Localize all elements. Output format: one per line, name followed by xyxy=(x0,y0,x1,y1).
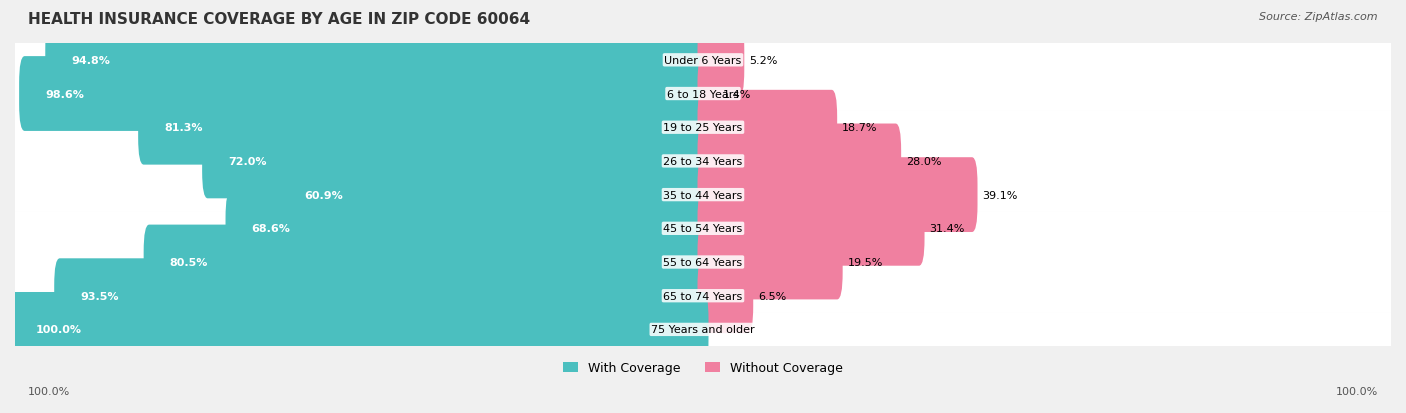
FancyBboxPatch shape xyxy=(15,279,1391,313)
Text: 93.5%: 93.5% xyxy=(80,291,120,301)
Text: Under 6 Years: Under 6 Years xyxy=(665,56,741,66)
FancyBboxPatch shape xyxy=(138,90,709,165)
FancyBboxPatch shape xyxy=(225,192,709,266)
FancyBboxPatch shape xyxy=(697,124,901,199)
FancyBboxPatch shape xyxy=(15,145,1391,179)
FancyBboxPatch shape xyxy=(15,245,1391,280)
Text: 28.0%: 28.0% xyxy=(905,157,942,166)
FancyBboxPatch shape xyxy=(697,90,837,165)
Text: 98.6%: 98.6% xyxy=(45,89,84,99)
FancyBboxPatch shape xyxy=(697,24,744,98)
Text: 5.2%: 5.2% xyxy=(749,56,778,66)
FancyBboxPatch shape xyxy=(20,57,709,132)
Text: 31.4%: 31.4% xyxy=(929,224,965,234)
FancyBboxPatch shape xyxy=(697,158,977,233)
Text: 100.0%: 100.0% xyxy=(35,325,82,335)
Text: 94.8%: 94.8% xyxy=(72,56,110,66)
Text: 35 to 44 Years: 35 to 44 Years xyxy=(664,190,742,200)
FancyBboxPatch shape xyxy=(697,225,842,300)
FancyBboxPatch shape xyxy=(15,43,1391,78)
FancyBboxPatch shape xyxy=(143,225,709,300)
Text: 81.3%: 81.3% xyxy=(165,123,202,133)
FancyBboxPatch shape xyxy=(45,24,709,98)
FancyBboxPatch shape xyxy=(15,178,1391,212)
Text: 55 to 64 Years: 55 to 64 Years xyxy=(664,257,742,267)
FancyBboxPatch shape xyxy=(697,192,925,266)
FancyBboxPatch shape xyxy=(15,111,1391,145)
FancyBboxPatch shape xyxy=(278,158,709,233)
Text: 6.5%: 6.5% xyxy=(758,291,786,301)
Text: 80.5%: 80.5% xyxy=(170,257,208,267)
FancyBboxPatch shape xyxy=(15,313,1391,347)
FancyBboxPatch shape xyxy=(10,292,709,367)
Text: 19.5%: 19.5% xyxy=(848,257,883,267)
Text: 26 to 34 Years: 26 to 34 Years xyxy=(664,157,742,166)
Text: 6 to 18 Years: 6 to 18 Years xyxy=(666,89,740,99)
Text: 100.0%: 100.0% xyxy=(1336,387,1378,396)
FancyBboxPatch shape xyxy=(15,77,1391,112)
Legend: With Coverage, Without Coverage: With Coverage, Without Coverage xyxy=(558,356,848,380)
FancyBboxPatch shape xyxy=(55,259,709,333)
Text: 39.1%: 39.1% xyxy=(983,190,1018,200)
Text: Source: ZipAtlas.com: Source: ZipAtlas.com xyxy=(1260,12,1378,22)
Text: 75 Years and older: 75 Years and older xyxy=(651,325,755,335)
Text: 45 to 54 Years: 45 to 54 Years xyxy=(664,224,742,234)
Text: 68.6%: 68.6% xyxy=(252,224,291,234)
FancyBboxPatch shape xyxy=(15,211,1391,246)
Text: 18.7%: 18.7% xyxy=(842,123,877,133)
Text: 1.4%: 1.4% xyxy=(723,89,751,99)
FancyBboxPatch shape xyxy=(697,259,754,333)
FancyBboxPatch shape xyxy=(697,57,718,132)
Text: 19 to 25 Years: 19 to 25 Years xyxy=(664,123,742,133)
Text: HEALTH INSURANCE COVERAGE BY AGE IN ZIP CODE 60064: HEALTH INSURANCE COVERAGE BY AGE IN ZIP … xyxy=(28,12,530,27)
Text: 60.9%: 60.9% xyxy=(305,190,343,200)
Text: 65 to 74 Years: 65 to 74 Years xyxy=(664,291,742,301)
Text: 100.0%: 100.0% xyxy=(28,387,70,396)
FancyBboxPatch shape xyxy=(202,124,709,199)
Text: 72.0%: 72.0% xyxy=(228,157,267,166)
